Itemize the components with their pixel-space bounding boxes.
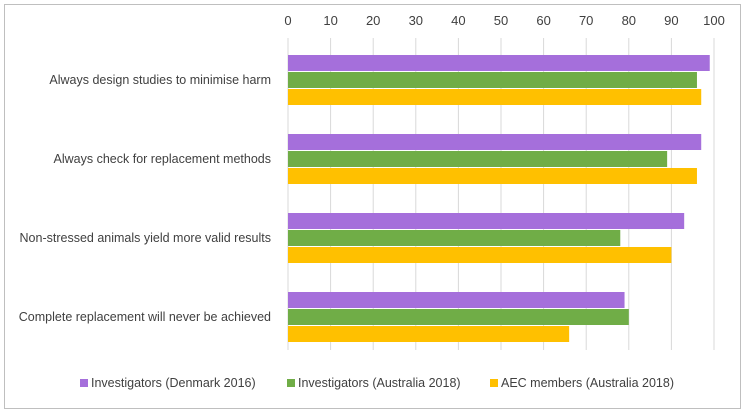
- bar-2-series-2: [288, 151, 668, 167]
- bars: [288, 55, 710, 342]
- x-tick-label: 0: [284, 13, 291, 28]
- legend-swatch-2: [287, 379, 295, 387]
- x-tick-label: 10: [323, 13, 337, 28]
- x-tick-labels: 0 10 20 30 40 50 60 70 80 90 100: [284, 13, 724, 28]
- bar-3-series-1: [288, 213, 685, 229]
- legend-label-2: Investigators (Australia 2018): [298, 376, 461, 390]
- category-label: Always check for replacement methods: [54, 152, 271, 166]
- bar-2-series-3: [288, 168, 697, 184]
- bar-3-series-2: [288, 230, 621, 246]
- category-labels: Always design studies to minimise harm Al…: [19, 73, 271, 324]
- x-tick-label: 90: [664, 13, 678, 28]
- legend-label-3: AEC members (Australia 2018): [501, 376, 674, 390]
- x-tick-label: 70: [579, 13, 593, 28]
- x-tick-label: 80: [622, 13, 636, 28]
- category-label: Non-stressed animals yield more valid re…: [20, 231, 271, 245]
- bar-3-series-3: [288, 247, 672, 263]
- bar-1-series-3: [288, 89, 702, 105]
- bar-4-series-2: [288, 309, 629, 325]
- bar-1-series-1: [288, 55, 710, 71]
- x-tick-label: 60: [536, 13, 550, 28]
- x-tick-label: 30: [409, 13, 423, 28]
- legend-swatch-3: [490, 379, 498, 387]
- x-tick-label: 50: [494, 13, 508, 28]
- legend-label-1: Investigators (Denmark 2016): [91, 376, 256, 390]
- category-label: Complete replacement will never be achie…: [19, 310, 271, 324]
- bar-4-series-1: [288, 292, 625, 308]
- bar-1-series-2: [288, 72, 697, 88]
- x-tick-label: 40: [451, 13, 465, 28]
- legend-swatch-1: [80, 379, 88, 387]
- x-tick-label: 20: [366, 13, 380, 28]
- category-label: Always design studies to minimise harm: [49, 73, 271, 87]
- x-tick-label: 100: [703, 13, 725, 28]
- bar-4-series-3: [288, 326, 570, 342]
- bar-2-series-1: [288, 134, 702, 150]
- legend: Investigators (Denmark 2016) Investigator…: [80, 376, 674, 390]
